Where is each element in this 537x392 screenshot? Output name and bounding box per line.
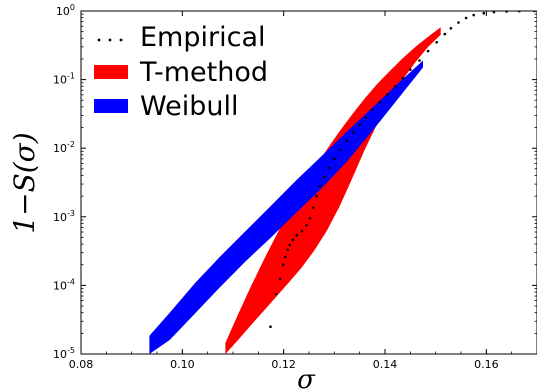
x-tick-label: 0.08: [69, 358, 94, 371]
legend-marker-empirical: [119, 38, 123, 42]
y-tick-exp: -2: [67, 140, 75, 149]
y-axis-title: 1−S(σ): [8, 132, 41, 233]
y-tick-base: 10: [53, 348, 67, 361]
empirical-point: [286, 248, 290, 252]
empirical-point: [291, 238, 295, 242]
y-tick-exp: -3: [67, 209, 75, 218]
empirical-point: [322, 175, 326, 179]
legend-label: Weibull: [140, 91, 238, 122]
empirical-point: [345, 139, 349, 143]
y-tick-label: 10-3: [53, 209, 75, 224]
empirical-point: [274, 292, 278, 296]
y-tick-label: 100: [56, 3, 75, 18]
empirical-point: [288, 243, 292, 247]
empirical-point: [464, 16, 468, 20]
empirical-point: [472, 13, 476, 17]
empirical-point: [305, 224, 308, 227]
y-tick-base: 10: [56, 5, 70, 18]
empirical-point: [393, 84, 397, 88]
band-weibull: [149, 60, 423, 354]
empirical-point: [443, 32, 447, 36]
x-tick-label: 0.16: [474, 358, 499, 371]
legend-marker-empirical: [97, 38, 101, 42]
y-tick-label: 10-2: [53, 140, 75, 155]
y-tick-exp: -4: [67, 277, 75, 286]
empirical-point: [371, 108, 374, 112]
y-tick-exp: -5: [67, 346, 75, 355]
empirical-point: [308, 217, 312, 220]
empirical-point: [295, 233, 299, 237]
legend-label: Empirical: [140, 22, 266, 53]
empirical-point: [328, 166, 331, 169]
legend-label: T-method: [139, 57, 268, 88]
empirical-point: [278, 277, 282, 281]
empirical-point: [311, 206, 315, 210]
empirical-point: [352, 131, 355, 134]
y-tick-label: 10-4: [53, 277, 75, 292]
empirical-point: [333, 157, 336, 161]
x-tick-label: 0.14: [373, 358, 398, 371]
empirical-point: [283, 255, 287, 259]
y-tick-label: 10-1: [53, 72, 75, 87]
x-tick-label: 0.10: [170, 358, 195, 371]
empirical-point: [426, 49, 430, 53]
band-t-method: [225, 27, 441, 354]
empirical-point: [358, 123, 362, 126]
empirical-point: [482, 11, 486, 15]
y-tick-base: 10: [53, 74, 67, 87]
empirical-point: [339, 148, 342, 151]
empirical-point: [418, 59, 421, 62]
empirical-point: [409, 68, 412, 71]
legend-swatch-weibull: [94, 99, 128, 113]
empirical-point: [318, 184, 322, 188]
empirical-point: [492, 11, 496, 14]
empirical-point: [281, 263, 285, 267]
empirical-point: [401, 76, 405, 80]
empirical-point: [378, 100, 382, 104]
x-tick-label: 0.12: [271, 358, 296, 371]
empirical-point: [315, 194, 318, 198]
plot-area: [149, 11, 536, 354]
empirical-point: [364, 116, 368, 119]
legend-swatch-t-method: [94, 65, 128, 79]
y-tick-base: 10: [53, 279, 67, 292]
empirical-point: [269, 325, 272, 329]
empirical-point: [457, 21, 460, 24]
x-axis-title: σ: [297, 365, 316, 392]
empirical-point: [386, 93, 389, 96]
legend-marker-empirical: [108, 38, 112, 42]
y-tick-base: 10: [53, 142, 67, 155]
empirical-point: [300, 229, 304, 233]
empirical-point: [449, 27, 453, 30]
y-tick-exp: 0: [70, 3, 75, 12]
y-tick-label: 10-5: [53, 346, 75, 361]
y-tick-base: 10: [53, 211, 67, 224]
axes: 0.08 0.10 0.12 0.14 0.1610-510-410-310-210-1…: [8, 3, 537, 392]
empirical-point: [435, 41, 439, 44]
y-tick-exp: -1: [67, 72, 75, 81]
